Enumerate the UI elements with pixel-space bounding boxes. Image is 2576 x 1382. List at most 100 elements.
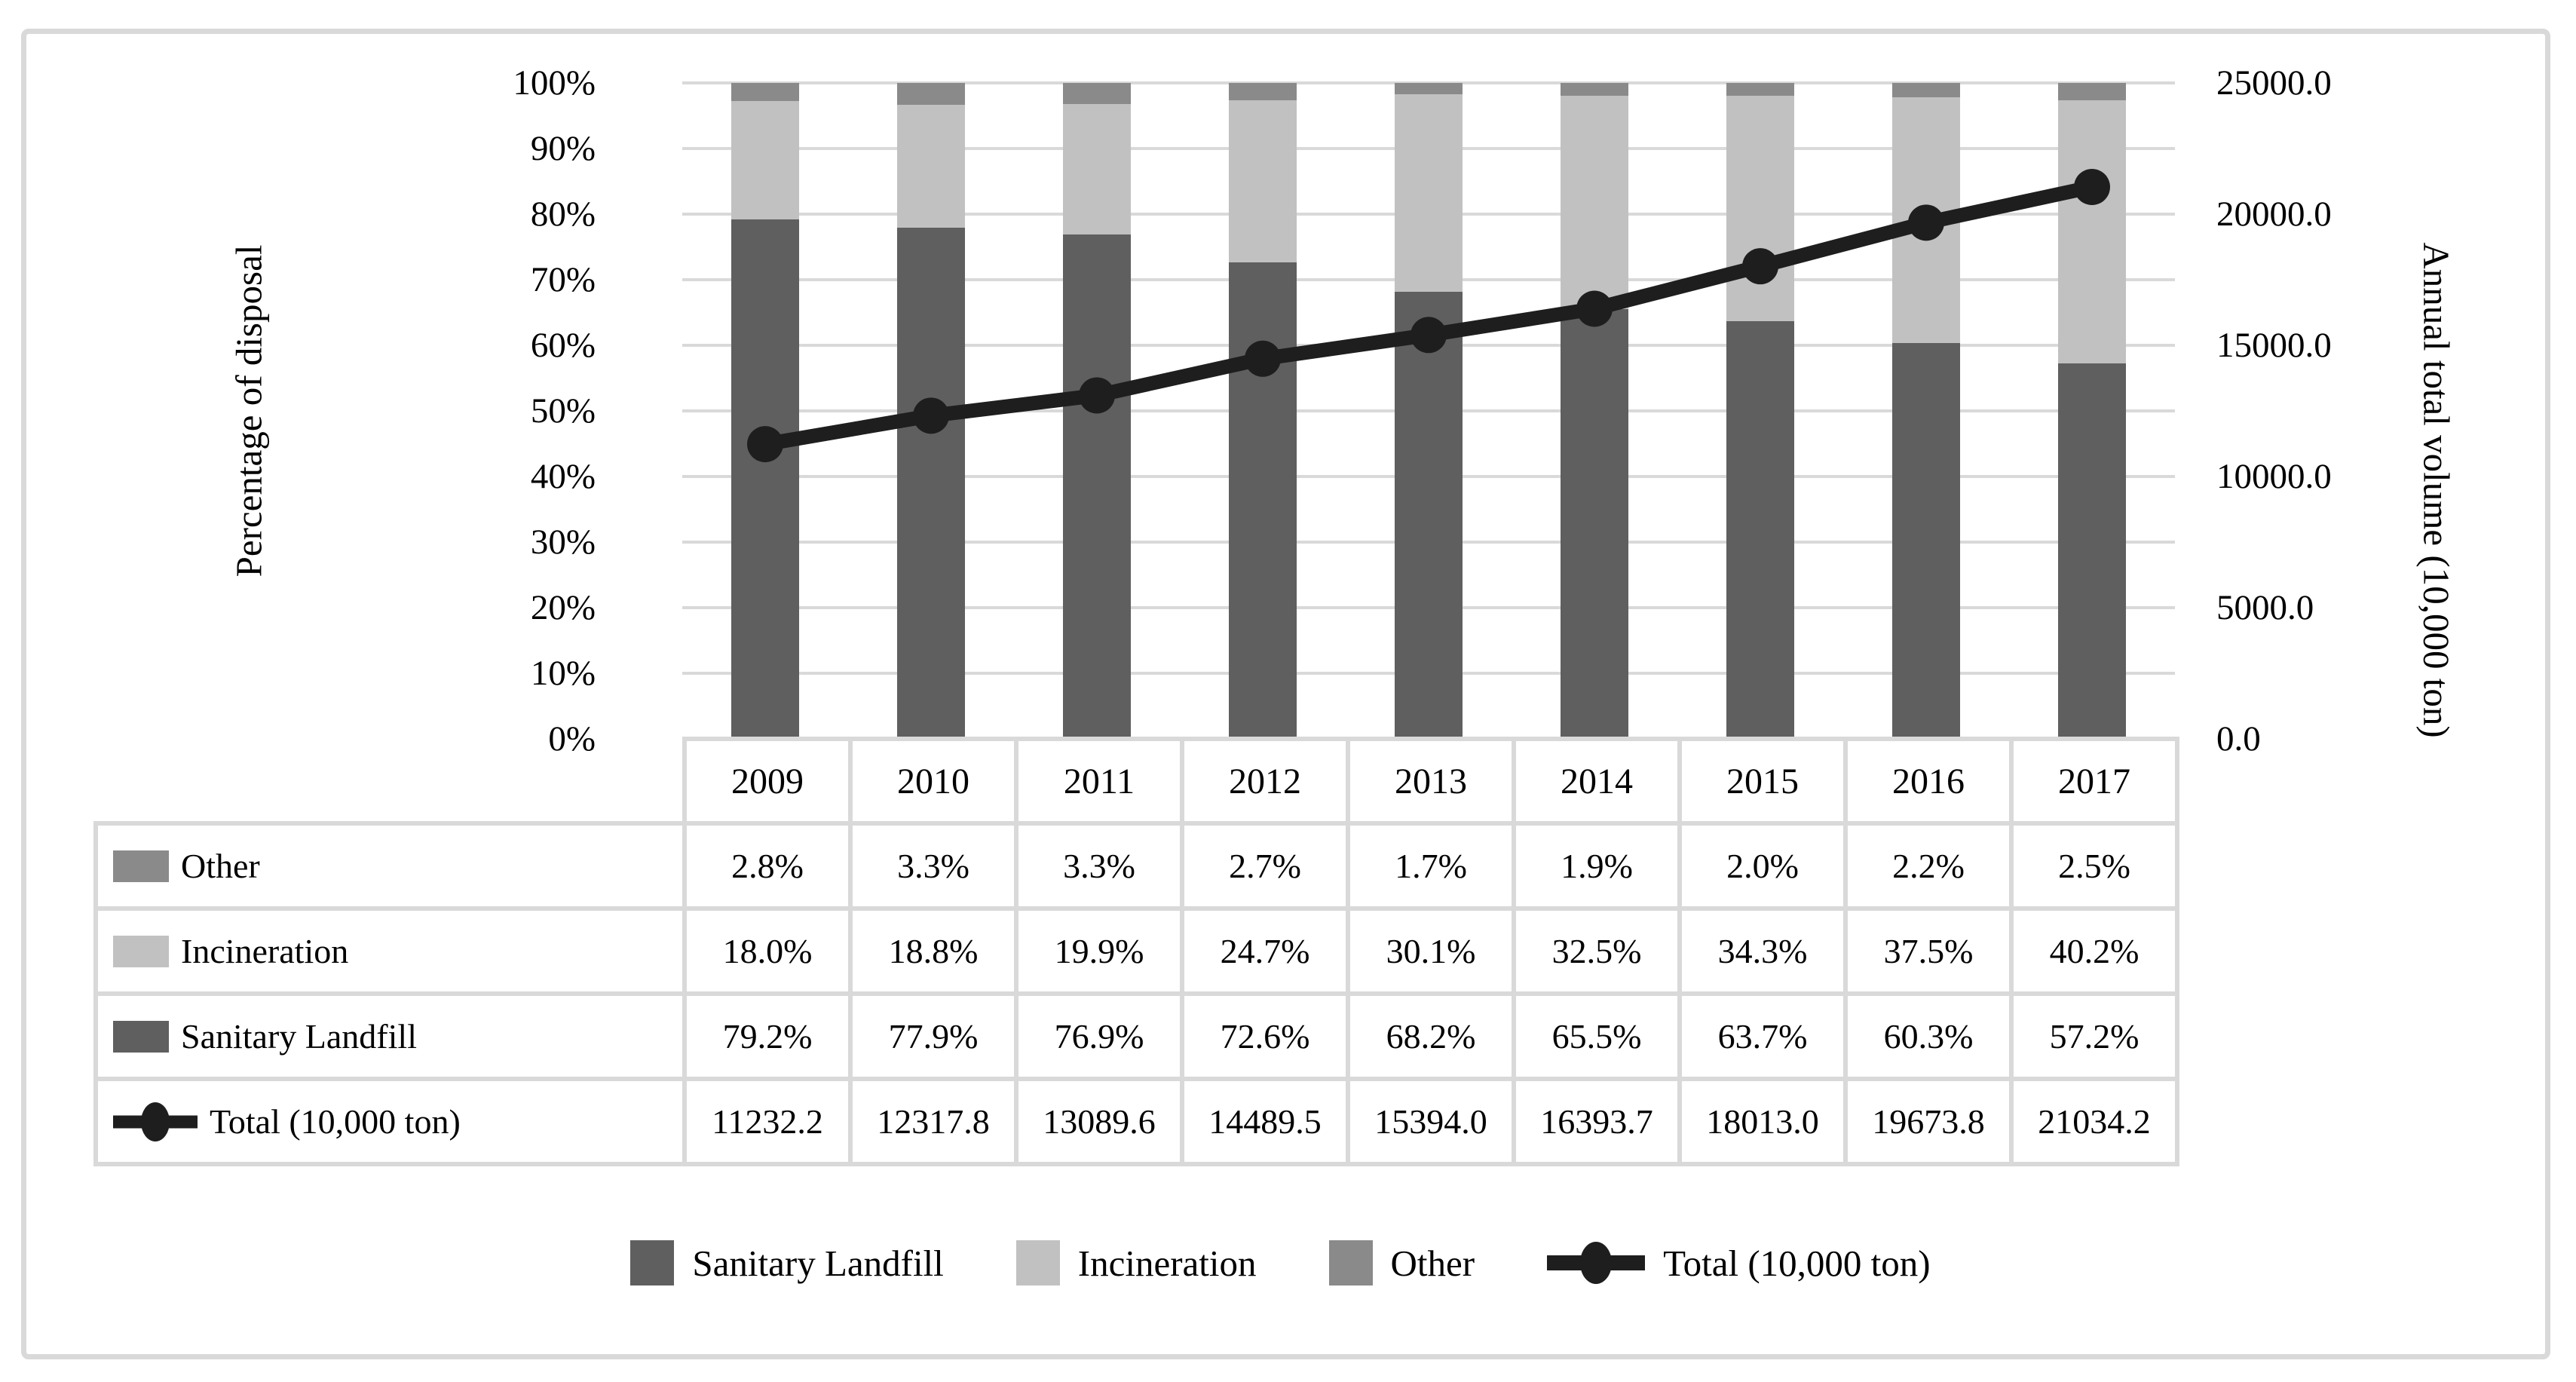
table-cell: 14489.5 [1180,1077,1350,1166]
table-cell: 30.1% [1346,906,1516,996]
left-axis-tick-label: 0% [548,719,596,758]
right-axis-tick-label: 15000.0 [2216,326,2332,365]
total-line-marker [1411,317,1447,354]
legend-key-line-marker [1580,1242,1613,1284]
table-row-label: Incineration [181,932,349,970]
bar-segment-other [1063,83,1131,104]
table-row-header: Other [93,821,687,911]
table-cell: 11232.2 [682,1077,853,1166]
table-row-label: Total (10,000 ton) [210,1102,461,1141]
left-axis-tick-label: 30% [530,522,596,562]
table-cell: 57.2% [2009,991,2179,1081]
left-axis-tick-label: 40% [530,457,596,496]
table-cell: 79.2% [682,991,853,1081]
year-cell: 2011 [1014,737,1184,826]
legend-key-total-line [113,1102,198,1141]
data-table: 2009 2010 2011 2012 2013 2014 2015 2016 2017 Othe… [93,737,2179,1166]
bar-segment-other [1726,83,1794,97]
total-line-marker [913,397,949,434]
year-cell: 2015 [1677,737,1848,826]
left-axis-tick-label: 90% [530,129,596,168]
table-cell: 1.7% [1346,821,1516,911]
legend-item-label: Incineration [1077,1242,1257,1284]
bar-segment-sanitary-landfill [1892,343,1960,739]
table-row-header-inner: Sanitary Landfill [100,1016,680,1056]
legend-item-sanitary-landfill: Sanitary Landfill [630,1240,944,1285]
year-cell: 2013 [1346,737,1516,826]
left-axis-tick-label: 100% [513,63,596,103]
chart-legend: Sanitary Landfill Incineration Other Total … [21,1206,2540,1319]
table-cell: 2.0% [1677,821,1848,911]
bar-segment-incineration [1063,103,1131,234]
bar-segment-other [1395,83,1463,94]
left-axis-tick-label: 10% [530,654,596,693]
legend-item-label: Sanitary Landfill [692,1242,944,1284]
bar-segment-sanitary-landfill [1726,320,1794,739]
total-line-marker [1908,204,1944,241]
table-cell: 63.7% [1677,991,1848,1081]
table-cell: 34.3% [1677,906,1848,996]
table-row-label: Sanitary Landfill [181,1017,417,1056]
bar-segment-incineration [731,101,799,219]
table-cell: 18013.0 [1677,1077,1848,1166]
table-row-header: Total (10,000 ton) [93,1077,687,1166]
bar-segment-incineration [897,104,965,228]
bar-segment-incineration [2058,100,2126,364]
table-row-header: Sanitary Landfill [93,991,687,1081]
table-cell: 19.9% [1014,906,1184,996]
table-cell: 1.9% [1512,821,1682,911]
table-cell: 40.2% [2009,906,2179,996]
table-cell: 21034.2 [2009,1077,2179,1166]
bar-segment-other [2058,83,2126,100]
year-cell: 2017 [2009,737,2179,826]
table-cell: 24.7% [1180,906,1350,996]
bar-segment-sanitary-landfill [1561,309,1628,739]
bar-segment-other [1892,83,1960,98]
table-row-header-inner: Incineration [100,931,680,971]
table-cell: 2.8% [682,821,853,911]
table-year-row: 2009 2010 2011 2012 2013 2014 2015 2016 2017 [96,737,2179,826]
bar-segment-incineration [1561,96,1628,310]
table-cell: 2.2% [1843,821,2014,911]
right-axis-tick-label: 10000.0 [2216,457,2332,496]
left-axis-tick-label: 20% [530,588,596,627]
bar-segment-other [1561,83,1628,97]
legend-key-other-swatch [113,850,169,882]
table-cell: 37.5% [1843,906,2014,996]
table-cell: 3.3% [848,821,1018,911]
table-cell: 3.3% [1014,821,1184,911]
table-cell: 2.5% [2009,821,2179,911]
legend-key-line-marker [141,1102,170,1141]
year-cell: 2012 [1180,737,1350,826]
table-cell: 68.2% [1346,991,1516,1081]
bar-segment-other [897,83,965,105]
bar-segment-sanitary-landfill [1063,234,1131,739]
other-swatch-icon [1328,1240,1373,1285]
total-line-marker [1576,290,1613,327]
bar-segment-sanitary-landfill [731,219,799,739]
plot-area [682,81,2175,739]
table-cell: 19673.8 [1843,1077,2014,1166]
bar-segment-other [731,83,799,102]
sanitary-landfill-swatch-icon [630,1240,675,1285]
table-row: Other 2.8% 3.3% 3.3% 2.7% 1.7% 1.9% 2.0% 2.2% 2.5… [93,821,2179,911]
left-axis-tick-label: 70% [530,260,596,299]
left-axis-tick-label: 50% [530,391,596,431]
bar-segment-sanitary-landfill [1395,291,1463,739]
table-row: Incineration 18.0% 18.8% 19.9% 24.7% 30.1% 32.… [93,906,2179,996]
table-cell: 76.9% [1014,991,1184,1081]
legend-item-other: Other [1328,1240,1475,1285]
total-line-marker [2074,169,2110,206]
year-cell: 2014 [1512,737,1682,826]
total-line-marker [1245,340,1281,377]
incineration-swatch-icon [1015,1240,1060,1285]
left-axis-title: Percentage of disposal [228,244,270,578]
table-row-label: Other [181,847,260,885]
table-cell: 77.9% [848,991,1018,1081]
legend-item-incineration: Incineration [1015,1240,1257,1285]
table-cell: 18.8% [848,906,1018,996]
left-axis-tick-label: 80% [530,195,596,234]
total-line-marker [747,426,783,463]
left-axis-tick-label: 60% [530,326,596,365]
